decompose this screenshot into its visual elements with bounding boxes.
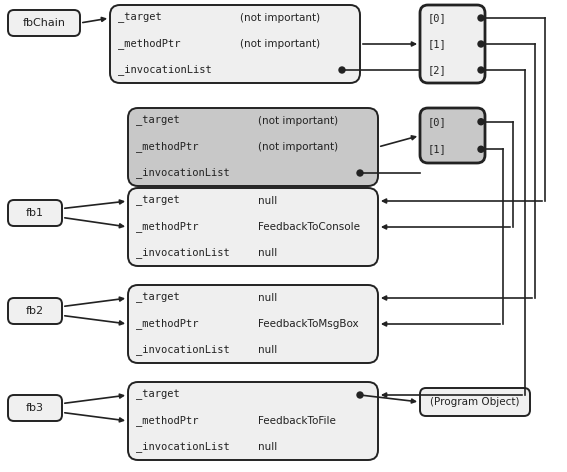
Text: _target: _target — [136, 293, 180, 303]
Circle shape — [357, 392, 363, 398]
FancyBboxPatch shape — [8, 298, 62, 324]
Text: _methodPtr: _methodPtr — [136, 142, 198, 152]
Circle shape — [478, 67, 484, 73]
Text: fb1: fb1 — [26, 208, 44, 218]
Text: (Program Object): (Program Object) — [430, 397, 520, 407]
Text: [1]: [1] — [428, 39, 447, 49]
Circle shape — [478, 146, 484, 152]
Text: _target: _target — [118, 13, 162, 23]
Text: _methodPtr: _methodPtr — [136, 319, 198, 329]
FancyBboxPatch shape — [128, 188, 378, 266]
Text: (not important): (not important) — [258, 116, 338, 126]
Text: null: null — [258, 345, 277, 355]
Text: _target: _target — [136, 390, 180, 400]
Circle shape — [478, 119, 484, 125]
Text: FeedbackToConsole: FeedbackToConsole — [258, 222, 360, 232]
Text: _invocationList: _invocationList — [136, 441, 230, 453]
Text: (not important): (not important) — [240, 39, 320, 49]
Text: fbChain: fbChain — [23, 18, 66, 28]
Text: _methodPtr: _methodPtr — [136, 415, 198, 427]
Text: null: null — [258, 293, 277, 303]
Text: [0]: [0] — [428, 117, 447, 127]
Text: _methodPtr: _methodPtr — [118, 39, 180, 50]
Text: fb2: fb2 — [26, 306, 44, 316]
Text: _invocationList: _invocationList — [136, 247, 230, 259]
Circle shape — [339, 67, 345, 73]
FancyBboxPatch shape — [128, 285, 378, 363]
Circle shape — [478, 41, 484, 47]
Text: [1]: [1] — [428, 144, 447, 154]
FancyBboxPatch shape — [8, 10, 80, 36]
Text: null: null — [258, 442, 277, 452]
Text: _invocationList: _invocationList — [136, 345, 230, 355]
Text: _target: _target — [136, 116, 180, 126]
FancyBboxPatch shape — [420, 388, 530, 416]
Text: FeedbackToMsgBox: FeedbackToMsgBox — [258, 319, 358, 329]
FancyBboxPatch shape — [8, 395, 62, 421]
Text: FeedbackToFile: FeedbackToFile — [258, 416, 336, 426]
Text: null: null — [258, 248, 277, 258]
FancyBboxPatch shape — [110, 5, 360, 83]
FancyBboxPatch shape — [128, 382, 378, 460]
Circle shape — [357, 170, 363, 176]
FancyBboxPatch shape — [128, 108, 378, 186]
Text: [2]: [2] — [428, 65, 447, 75]
Text: [0]: [0] — [428, 13, 447, 23]
Text: _invocationList: _invocationList — [118, 65, 211, 76]
Text: null: null — [258, 196, 277, 206]
FancyBboxPatch shape — [8, 200, 62, 226]
Text: _invocationList: _invocationList — [136, 168, 230, 178]
Circle shape — [478, 15, 484, 21]
Text: fb3: fb3 — [26, 403, 44, 413]
FancyBboxPatch shape — [420, 108, 485, 163]
Text: _target: _target — [136, 196, 180, 206]
FancyBboxPatch shape — [420, 5, 485, 83]
Text: _methodPtr: _methodPtr — [136, 221, 198, 232]
Text: (not important): (not important) — [258, 142, 338, 152]
Text: (not important): (not important) — [240, 13, 320, 23]
